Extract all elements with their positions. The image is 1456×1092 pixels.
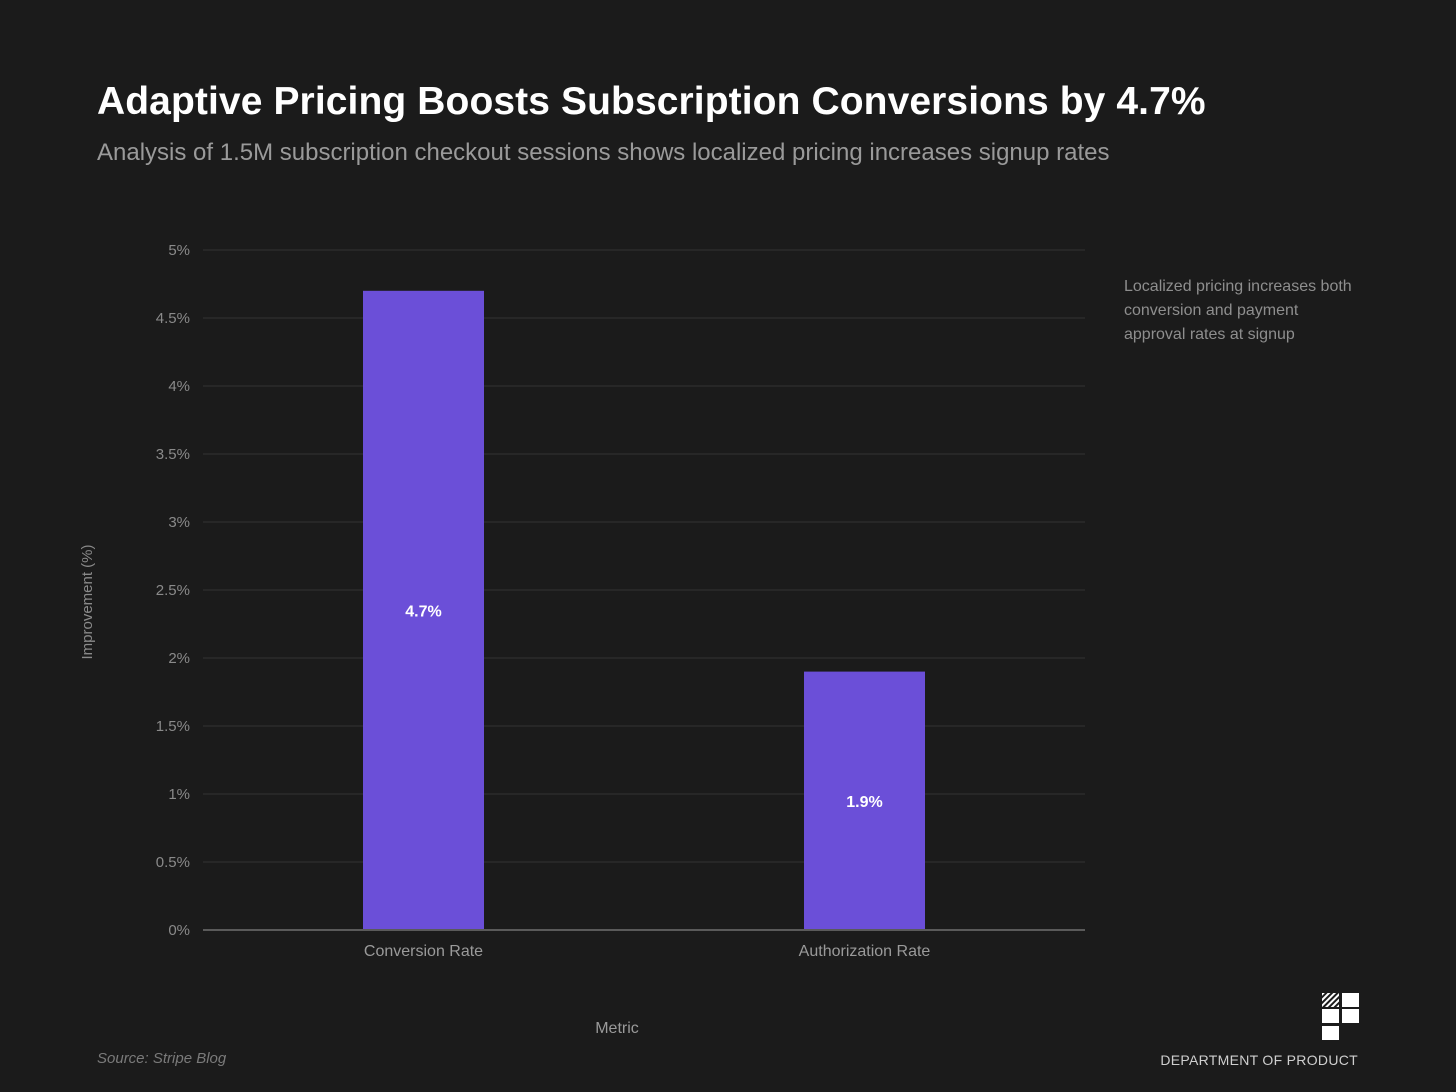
bar-data-label: 4.7% [405, 603, 441, 620]
chart-subtitle: Analysis of 1.5M subscription checkout s… [97, 139, 1110, 166]
y-tick-label: 0% [168, 922, 190, 939]
y-tick-label: 2% [168, 650, 190, 667]
y-tick-label: 1% [168, 786, 190, 803]
bar-conversion-rate [363, 290, 484, 930]
y-axis-ticks: 0% 0.5% 1% 1.5% 2% 2.5% 3% 3.5% 4% 4.5% 5% [156, 242, 190, 939]
y-axis-label: Improvement (%) [79, 544, 96, 659]
brand-name: DEPARTMENT OF PRODUCT [1160, 1052, 1358, 1068]
gridlines [203, 249, 1085, 863]
y-tick-label: 1.5% [156, 718, 190, 735]
y-tick-label: 4.5% [156, 310, 190, 327]
y-tick-label: 4% [168, 378, 190, 395]
y-tick-label: 2.5% [156, 582, 190, 599]
y-tick-label: 3% [168, 514, 190, 531]
y-tick-label: 0.5% [156, 854, 190, 871]
y-tick-label: 3.5% [156, 446, 190, 463]
chart-annotation: Localized pricing increases both convers… [1124, 278, 1352, 343]
chart-title: Adaptive Pricing Boosts Subscription Con… [97, 80, 1206, 123]
x-tick-label: Authorization Rate [799, 943, 931, 960]
source-note: Source: Stripe Blog [97, 1050, 227, 1067]
y-tick-label: 5% [168, 242, 190, 259]
bar-data-label: 1.9% [846, 794, 882, 811]
x-axis-ticks: Conversion Rate Authorization Rate [364, 943, 931, 960]
bars: 4.7% 1.9% [363, 290, 925, 930]
bar-authorization-rate [804, 671, 925, 930]
x-tick-label: Conversion Rate [364, 943, 483, 960]
department-of-product-logo-icon [1322, 993, 1359, 1040]
x-axis-label: Metric [595, 1020, 639, 1037]
